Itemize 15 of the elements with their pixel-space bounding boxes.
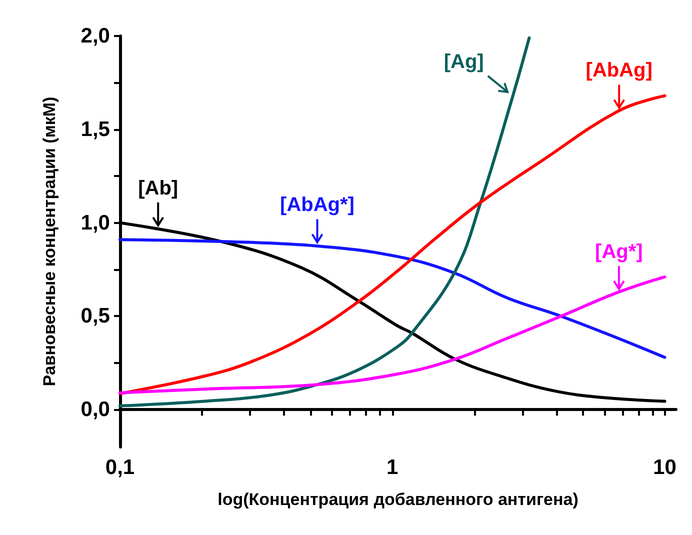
x-axis-title: log(Концентрация добавленного антигена) [218,490,578,509]
annotation: [AbAg] [586,60,652,82]
y-tick-label: 0,5 [80,304,110,328]
y-tick-label: 0,0 [80,398,110,422]
x-tick-label: 0,1 [105,456,135,479]
x-tick-label: 10 [653,456,676,479]
annotation: [Ab] [138,177,178,200]
y-axis-title: Равновесные концентрации (мкМ) [40,96,59,386]
x-tick-label: 1 [386,456,399,479]
y-tick-label: 2,0 [80,24,110,48]
y-tick-label: 1,5 [80,118,110,141]
annotation: [Ag] [444,50,484,73]
annotation: [Ag*] [595,240,643,263]
annotation: [AbAg*] [280,194,354,216]
y-tick-label: 1,0 [80,211,110,234]
